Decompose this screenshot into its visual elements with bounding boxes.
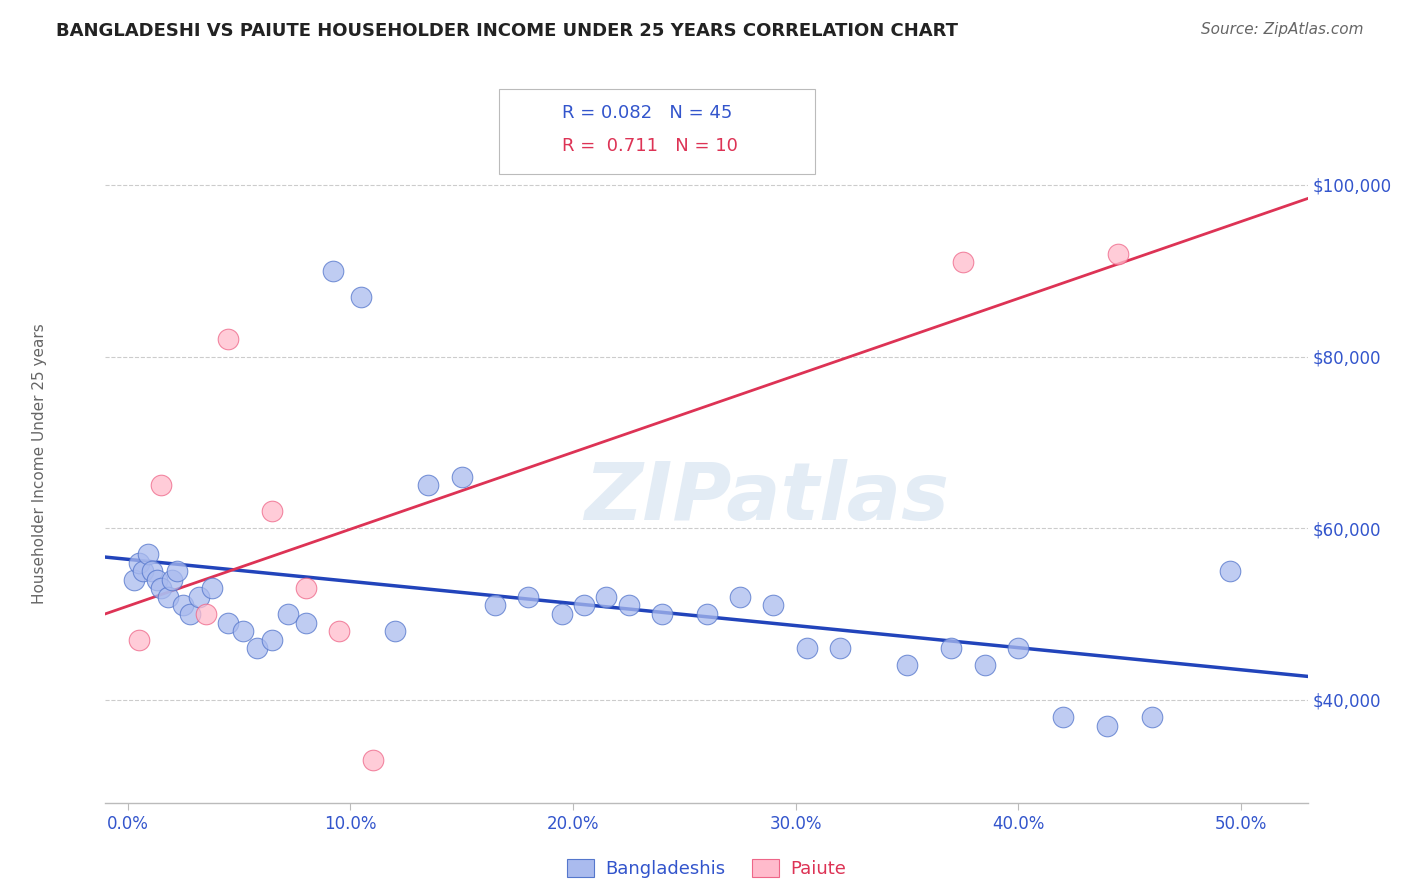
Point bbox=[728, 590, 751, 604]
Point bbox=[124, 573, 146, 587]
Point bbox=[350, 289, 373, 303]
Point bbox=[150, 478, 173, 492]
Point bbox=[217, 333, 239, 347]
Text: R = 0.082   N = 45: R = 0.082 N = 45 bbox=[562, 104, 733, 122]
Point bbox=[517, 590, 540, 604]
Point bbox=[321, 264, 343, 278]
Point bbox=[156, 590, 179, 604]
Point bbox=[450, 469, 472, 483]
Point bbox=[201, 581, 224, 595]
Point bbox=[952, 255, 974, 269]
Point bbox=[617, 599, 640, 613]
Point bbox=[194, 607, 217, 621]
Point bbox=[232, 624, 254, 639]
Legend: Bangladeshis, Paiute: Bangladeshis, Paiute bbox=[560, 852, 853, 885]
Point bbox=[418, 478, 440, 492]
Point bbox=[294, 615, 316, 630]
Point bbox=[246, 641, 269, 656]
Point bbox=[145, 573, 167, 587]
Point bbox=[762, 599, 785, 613]
Point bbox=[1107, 246, 1129, 260]
Point bbox=[179, 607, 201, 621]
Point bbox=[172, 599, 194, 613]
Point bbox=[166, 564, 188, 578]
Point bbox=[128, 556, 150, 570]
Text: BANGLADESHI VS PAIUTE HOUSEHOLDER INCOME UNDER 25 YEARS CORRELATION CHART: BANGLADESHI VS PAIUTE HOUSEHOLDER INCOME… bbox=[56, 22, 959, 40]
Point bbox=[141, 564, 163, 578]
Point bbox=[162, 573, 183, 587]
Point bbox=[188, 590, 211, 604]
Text: ZIPatlas: ZIPatlas bbox=[583, 458, 949, 537]
Point bbox=[384, 624, 406, 639]
Point bbox=[595, 590, 617, 604]
Point bbox=[262, 504, 284, 518]
Point bbox=[150, 581, 173, 595]
Point bbox=[484, 599, 506, 613]
Text: Householder Income Under 25 years: Householder Income Under 25 years bbox=[32, 324, 46, 604]
Point bbox=[651, 607, 673, 621]
Point bbox=[1052, 710, 1074, 724]
Point bbox=[896, 658, 918, 673]
Point bbox=[796, 641, 818, 656]
Point bbox=[551, 607, 574, 621]
Point bbox=[294, 581, 316, 595]
Point bbox=[128, 632, 150, 647]
Point bbox=[328, 624, 350, 639]
Point bbox=[1097, 718, 1119, 732]
Point bbox=[1140, 710, 1163, 724]
Point bbox=[217, 615, 239, 630]
Point bbox=[973, 658, 995, 673]
Point bbox=[277, 607, 299, 621]
Point bbox=[1007, 641, 1029, 656]
Point bbox=[828, 641, 851, 656]
Point bbox=[941, 641, 963, 656]
Point bbox=[696, 607, 718, 621]
Point bbox=[572, 599, 595, 613]
Point bbox=[361, 753, 384, 767]
Point bbox=[136, 547, 159, 561]
Point bbox=[132, 564, 155, 578]
Point bbox=[1219, 564, 1241, 578]
Text: Source: ZipAtlas.com: Source: ZipAtlas.com bbox=[1201, 22, 1364, 37]
Point bbox=[262, 632, 284, 647]
Text: R =  0.711   N = 10: R = 0.711 N = 10 bbox=[562, 137, 738, 155]
